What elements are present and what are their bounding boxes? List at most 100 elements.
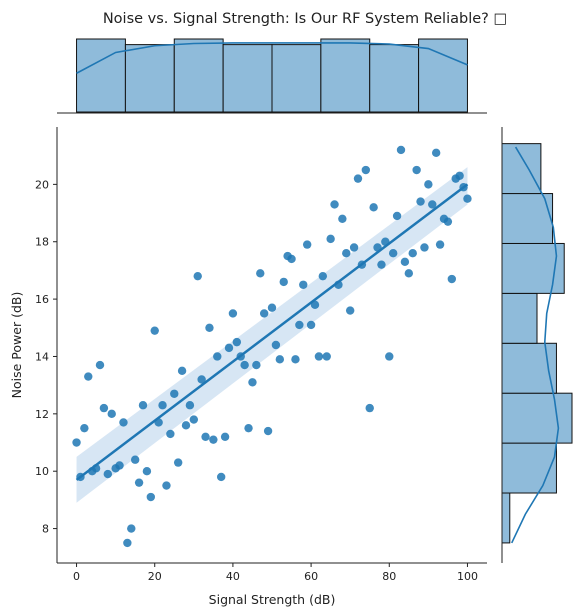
- scatter-point: [256, 269, 265, 278]
- scatter-point: [259, 309, 269, 318]
- scatter-point: [115, 461, 124, 470]
- scatter-point: [435, 240, 445, 249]
- scatter-point: [213, 352, 222, 361]
- scatter-point: [220, 432, 230, 441]
- scatter-point: [420, 243, 429, 252]
- right-hist-bar: [501, 143, 542, 195]
- regression-confidence-band: [76, 167, 468, 503]
- scatter-point: [295, 320, 304, 330]
- scatter-point: [388, 249, 398, 258]
- scatter-point: [345, 306, 355, 315]
- scatter-point: [416, 197, 425, 206]
- scatter-point: [193, 271, 202, 281]
- top-marginal-histogram: [57, 38, 487, 114]
- chart-title: Noise vs. Signal Strength: Is Our RF Sys…: [103, 11, 507, 27]
- scatter-point: [338, 214, 347, 223]
- scatter-point: [342, 249, 351, 258]
- scatter-point: [240, 360, 249, 370]
- x-tick-label: 100: [457, 570, 478, 583]
- scatter-point: [216, 472, 226, 482]
- scatter-point: [396, 145, 406, 155]
- scatter-point: [291, 355, 300, 364]
- scatter-point: [424, 180, 433, 189]
- scatter-point: [322, 352, 331, 361]
- main-plot: 0 20 40 60 80 100 8 10 12 14 16 18 20: [35, 127, 487, 583]
- y-tick-label: 20: [35, 178, 49, 191]
- scatter-point: [166, 429, 175, 439]
- regression-line: [75, 183, 469, 481]
- x-tick-label: 0: [73, 570, 80, 583]
- top-hist-bar: [124, 44, 175, 113]
- top-hist-bar: [418, 38, 468, 113]
- y-tick-label: 10: [35, 465, 49, 478]
- right-hist-bar: [501, 392, 573, 444]
- y-tick-label: 16: [35, 293, 49, 306]
- scatter-point: [103, 469, 113, 479]
- scatter-point: [463, 194, 472, 203]
- scatter-point: [138, 401, 148, 410]
- scatter-point: [134, 478, 144, 487]
- scatter-point: [84, 372, 93, 381]
- right-hist-bar: [501, 492, 511, 544]
- scatter-point: [353, 174, 363, 183]
- top-hist-bar: [320, 38, 371, 113]
- scatter-point: [369, 203, 378, 212]
- scatter-point: [361, 165, 371, 175]
- scatter-point: [162, 481, 171, 490]
- y-tick-label: 14: [35, 350, 49, 363]
- y-axis-label: Noise Power (dB): [9, 292, 24, 399]
- scatter-point: [314, 352, 324, 361]
- scatter-point: [306, 320, 316, 330]
- scatter-point: [170, 389, 179, 398]
- right-kde-curve: [510, 146, 560, 544]
- scatter-point: [279, 277, 288, 287]
- scatter-point: [318, 271, 328, 281]
- scatter-point: [150, 326, 159, 335]
- y-tick-label: 12: [35, 408, 49, 421]
- scatter-point: [252, 360, 261, 370]
- scatter-point: [158, 401, 167, 410]
- scatter-point: [385, 352, 394, 361]
- scatter-point: [443, 217, 453, 226]
- top-hist-bar: [271, 44, 322, 113]
- scatter-point: [263, 426, 273, 436]
- scatter-point: [404, 269, 414, 278]
- scatter-point: [275, 355, 285, 364]
- scatter-point: [326, 234, 335, 244]
- right-marginal-histogram: [501, 127, 573, 563]
- scatter-point: [400, 257, 410, 267]
- scatter-point: [412, 165, 421, 175]
- x-axis-label: Signal Strength (dB): [209, 592, 336, 607]
- scatter-point: [209, 435, 218, 444]
- scatter-point: [107, 409, 116, 419]
- scatter-point: [99, 403, 109, 413]
- scatter-point: [244, 423, 253, 433]
- right-hist-bar: [501, 442, 557, 494]
- y-tick-label: 18: [35, 236, 49, 249]
- scatter-point: [455, 171, 464, 180]
- scatter-point: [349, 243, 359, 252]
- scatter-point: [146, 492, 156, 502]
- scatter-point: [377, 260, 386, 269]
- scatter-point: [201, 432, 210, 441]
- scatter-point: [142, 467, 152, 476]
- scatter-point: [365, 403, 374, 413]
- scatter-point: [299, 280, 308, 289]
- scatter-point: [173, 458, 183, 467]
- x-tick-label: 60: [304, 570, 318, 583]
- scatter-point: [95, 360, 105, 370]
- scatter-point: [392, 211, 402, 221]
- scatter-point: [287, 254, 296, 264]
- scatter-point: [189, 415, 199, 424]
- scatter-point: [80, 423, 89, 433]
- scatter-point: [228, 309, 238, 318]
- scatter-point: [185, 401, 195, 410]
- scatter-point: [205, 323, 214, 332]
- scatter-point: [428, 200, 437, 209]
- scatter-point: [123, 538, 132, 548]
- scatter-point: [181, 421, 191, 430]
- top-hist-bar: [173, 38, 224, 113]
- scatter-point: [248, 378, 257, 387]
- x-tick-label: 20: [148, 570, 162, 583]
